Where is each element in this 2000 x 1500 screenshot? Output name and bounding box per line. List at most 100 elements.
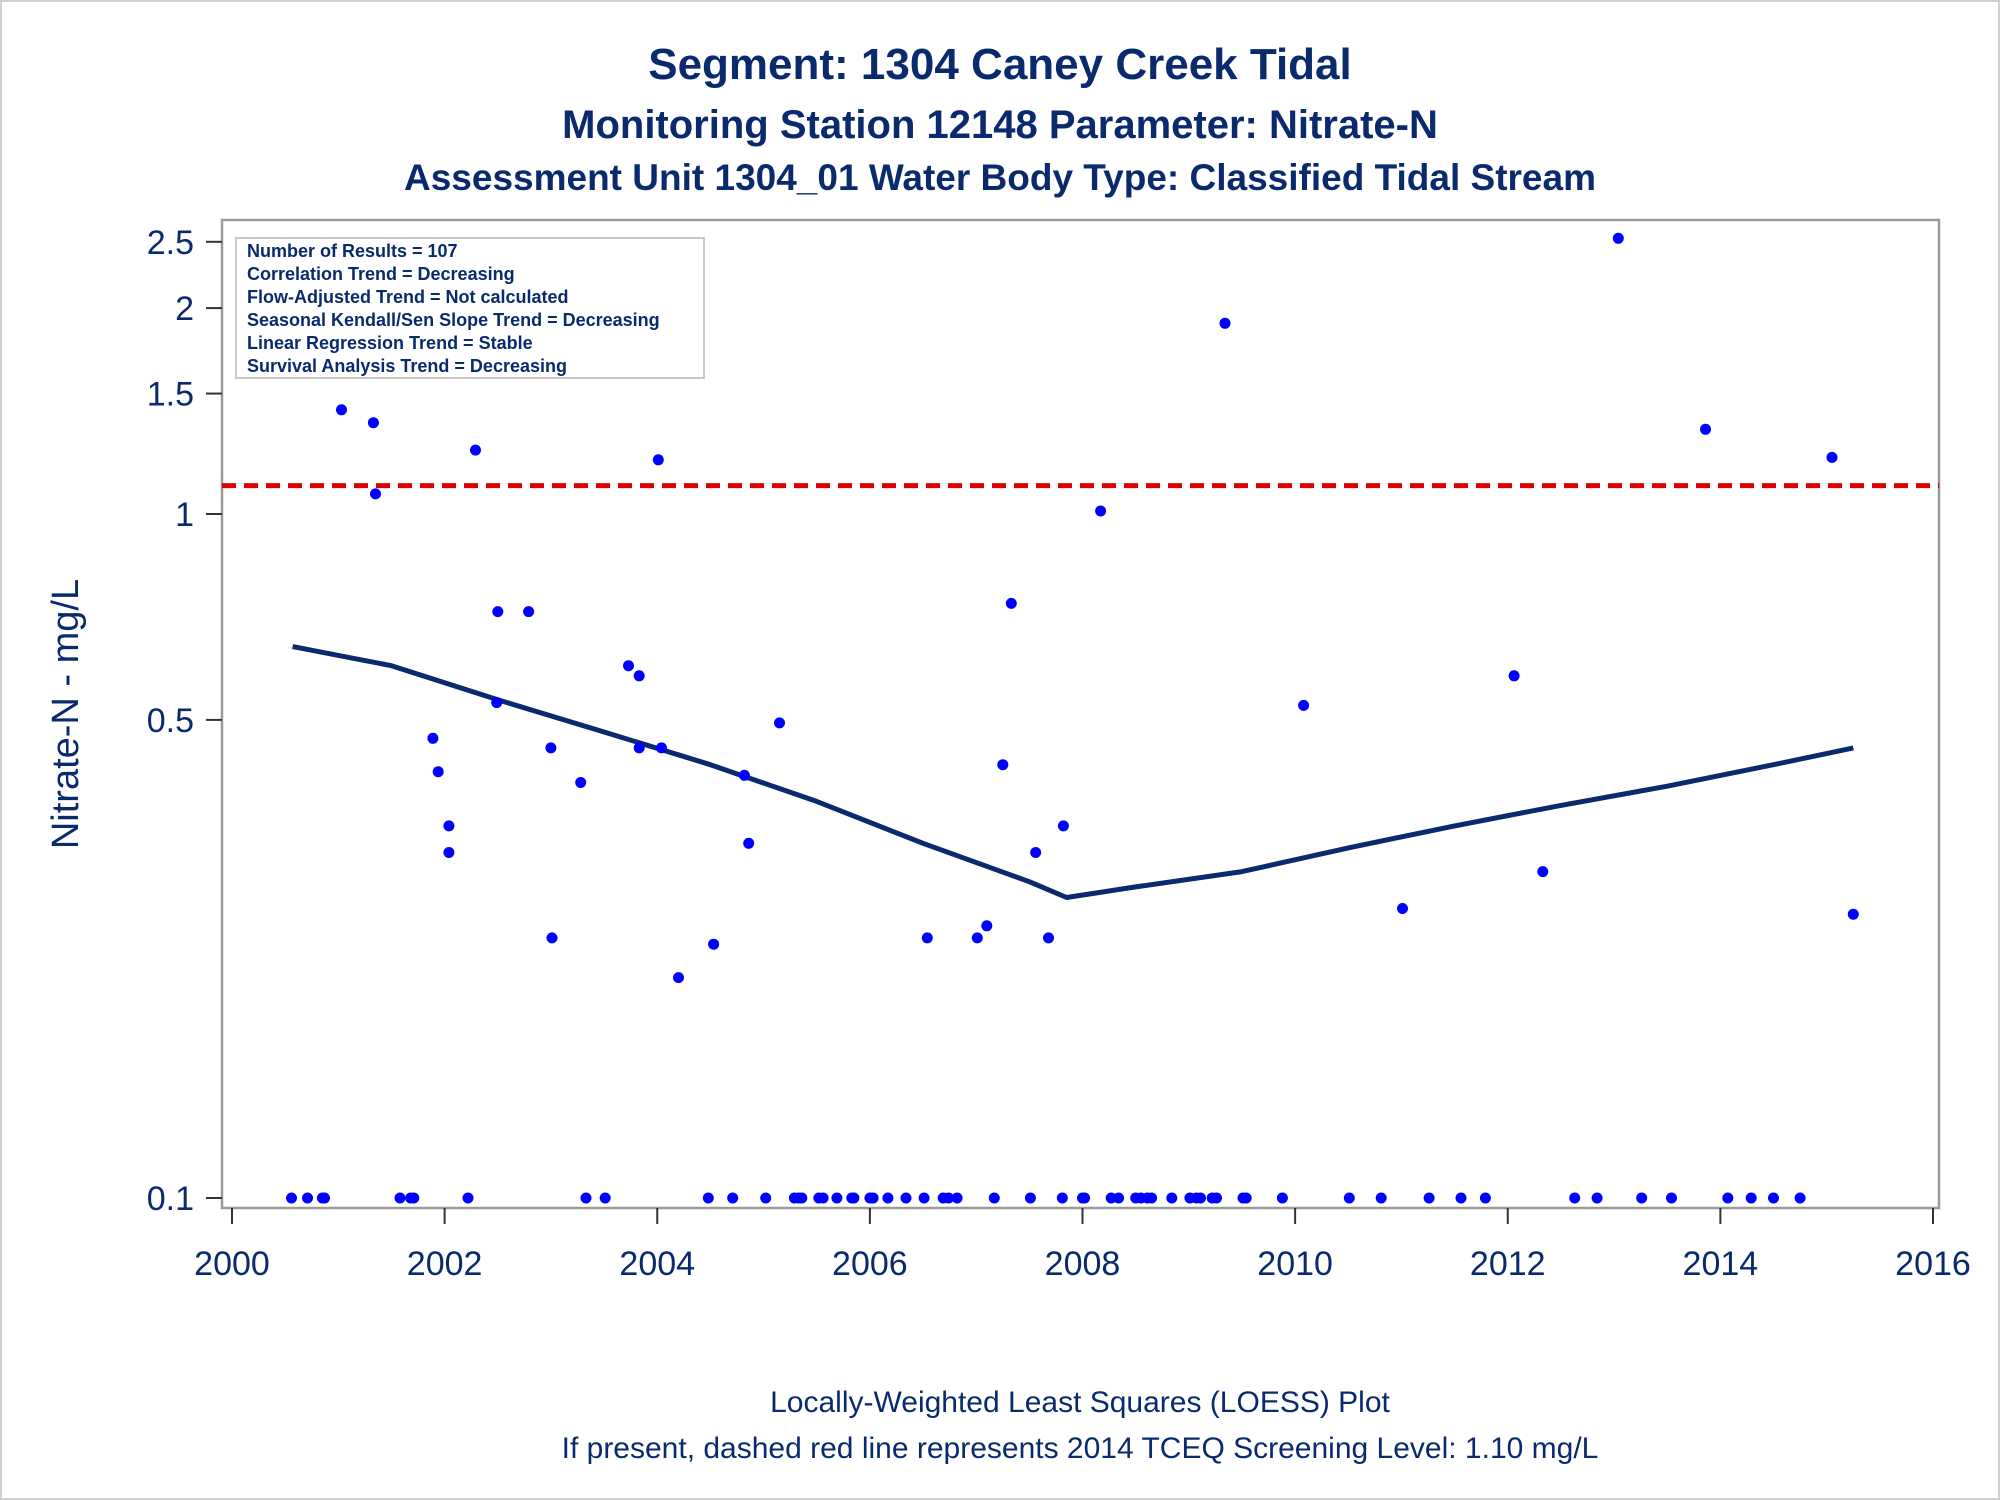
data-point	[981, 920, 993, 932]
data-point	[302, 1192, 313, 1204]
chart-subtitle-2: Assessment Unit 1304_01 Water Body Type:…	[404, 157, 1596, 198]
data-point	[1508, 670, 1520, 682]
data-point	[971, 932, 983, 944]
data-point	[882, 1192, 894, 1204]
plot-area	[220, 218, 1941, 1210]
data-point	[1343, 1192, 1355, 1204]
data-point	[336, 404, 347, 416]
data-point	[1455, 1192, 1467, 1204]
data-point	[523, 606, 535, 618]
data-point	[462, 1192, 474, 1204]
stats-line: Number of Results = 107	[247, 241, 458, 261]
data-point	[443, 847, 455, 858]
x-tick-label: 2006	[832, 1245, 908, 1283]
data-point	[702, 1192, 714, 1204]
footnote: Locally-Weighted Least Squares (LOESS) P…	[770, 1386, 1390, 1419]
y-tick-label: 0.5	[147, 702, 194, 740]
data-point	[1219, 317, 1231, 329]
y-tick-label: 0.1	[147, 1180, 194, 1218]
data-point	[1375, 1192, 1387, 1204]
data-point	[491, 697, 503, 709]
y-tick-label: 1	[175, 496, 194, 534]
data-point	[1024, 1192, 1036, 1204]
stats-line: Seasonal Kendall/Sen Slope Trend = Decre…	[247, 310, 660, 330]
data-point	[1211, 1192, 1222, 1204]
x-tick-label: 2008	[1045, 1245, 1121, 1283]
data-point	[1240, 1192, 1252, 1204]
data-point	[900, 1192, 912, 1204]
data-point	[1043, 932, 1054, 944]
data-point	[1276, 1192, 1288, 1204]
data-point	[1722, 1192, 1734, 1204]
data-point	[867, 1192, 879, 1204]
data-point	[1095, 505, 1107, 517]
stats-line: Correlation Trend = Decreasing	[247, 264, 515, 284]
stats-box-frame	[235, 237, 705, 379]
data-point	[951, 1192, 963, 1204]
data-point	[319, 1192, 330, 1204]
data-point	[988, 1192, 1000, 1204]
data-point	[1794, 1192, 1806, 1204]
data-point	[1700, 423, 1711, 435]
data-point	[1745, 1192, 1757, 1204]
y-axis-title: Nitrate-N - mg/L	[45, 579, 87, 849]
data-point	[580, 1192, 592, 1204]
data-point	[727, 1192, 739, 1204]
data-point	[492, 606, 504, 618]
y-axis: 0.1 0.5 1 1.5 2 2.5	[147, 224, 222, 1218]
data-point	[708, 938, 720, 950]
data-point	[943, 1192, 954, 1204]
data-point	[1079, 1192, 1091, 1204]
stats-line: Flow-Adjusted Trend = Not calculated	[247, 287, 569, 307]
data-point	[1056, 1192, 1068, 1204]
y-tick-label: 2	[175, 290, 194, 328]
x-tick-label: 2004	[619, 1245, 695, 1283]
data-point	[545, 742, 557, 754]
data-point	[738, 769, 750, 781]
data-point	[1397, 903, 1408, 914]
data-point	[370, 488, 381, 500]
x-tick-label: 2012	[1470, 1245, 1546, 1283]
x-tick-label: 2002	[407, 1245, 483, 1283]
x-tick-label: 2016	[1895, 1245, 1971, 1283]
data-point	[1146, 1192, 1158, 1204]
data-point	[394, 1192, 406, 1204]
chart-title: Segment: 1304 Caney Creek Tidal	[648, 40, 1352, 89]
data-point	[599, 1192, 611, 1204]
data-point	[633, 670, 645, 682]
stats-line: Survival Analysis Trend = Decreasing	[247, 356, 567, 376]
data-point	[546, 932, 558, 944]
chart-subtitle: Monitoring Station 12148 Parameter: Nitr…	[562, 103, 1438, 147]
data-point	[1666, 1192, 1677, 1204]
data-point	[997, 759, 1009, 771]
data-point	[1612, 232, 1624, 244]
data-point	[367, 417, 379, 429]
data-point	[652, 454, 664, 466]
data-point	[918, 1192, 930, 1204]
data-point	[443, 820, 455, 832]
data-point	[1113, 1192, 1125, 1204]
data-point	[470, 444, 481, 456]
data-point	[1030, 847, 1042, 858]
data-point	[1537, 866, 1549, 878]
x-axis: 2000 2002 2004 2006 2008 2010 2012 2014 2016	[194, 1208, 1971, 1283]
x-tick-label: 2010	[1257, 1245, 1333, 1283]
data-point	[817, 1192, 829, 1204]
data-point	[286, 1192, 297, 1204]
data-point	[633, 742, 645, 754]
y-tick-label: 2.5	[147, 224, 194, 262]
data-point	[1479, 1192, 1491, 1204]
data-point	[1847, 908, 1859, 920]
data-point	[921, 932, 933, 944]
data-point	[1768, 1192, 1779, 1204]
data-point	[743, 837, 755, 849]
data-points	[286, 232, 1859, 1204]
data-point	[1636, 1192, 1648, 1204]
x-tick-label: 2000	[194, 1245, 270, 1283]
x-tick-label: 2014	[1683, 1245, 1759, 1283]
loess-curve	[292, 644, 1854, 900]
data-point	[575, 777, 587, 788]
data-point	[432, 766, 444, 778]
